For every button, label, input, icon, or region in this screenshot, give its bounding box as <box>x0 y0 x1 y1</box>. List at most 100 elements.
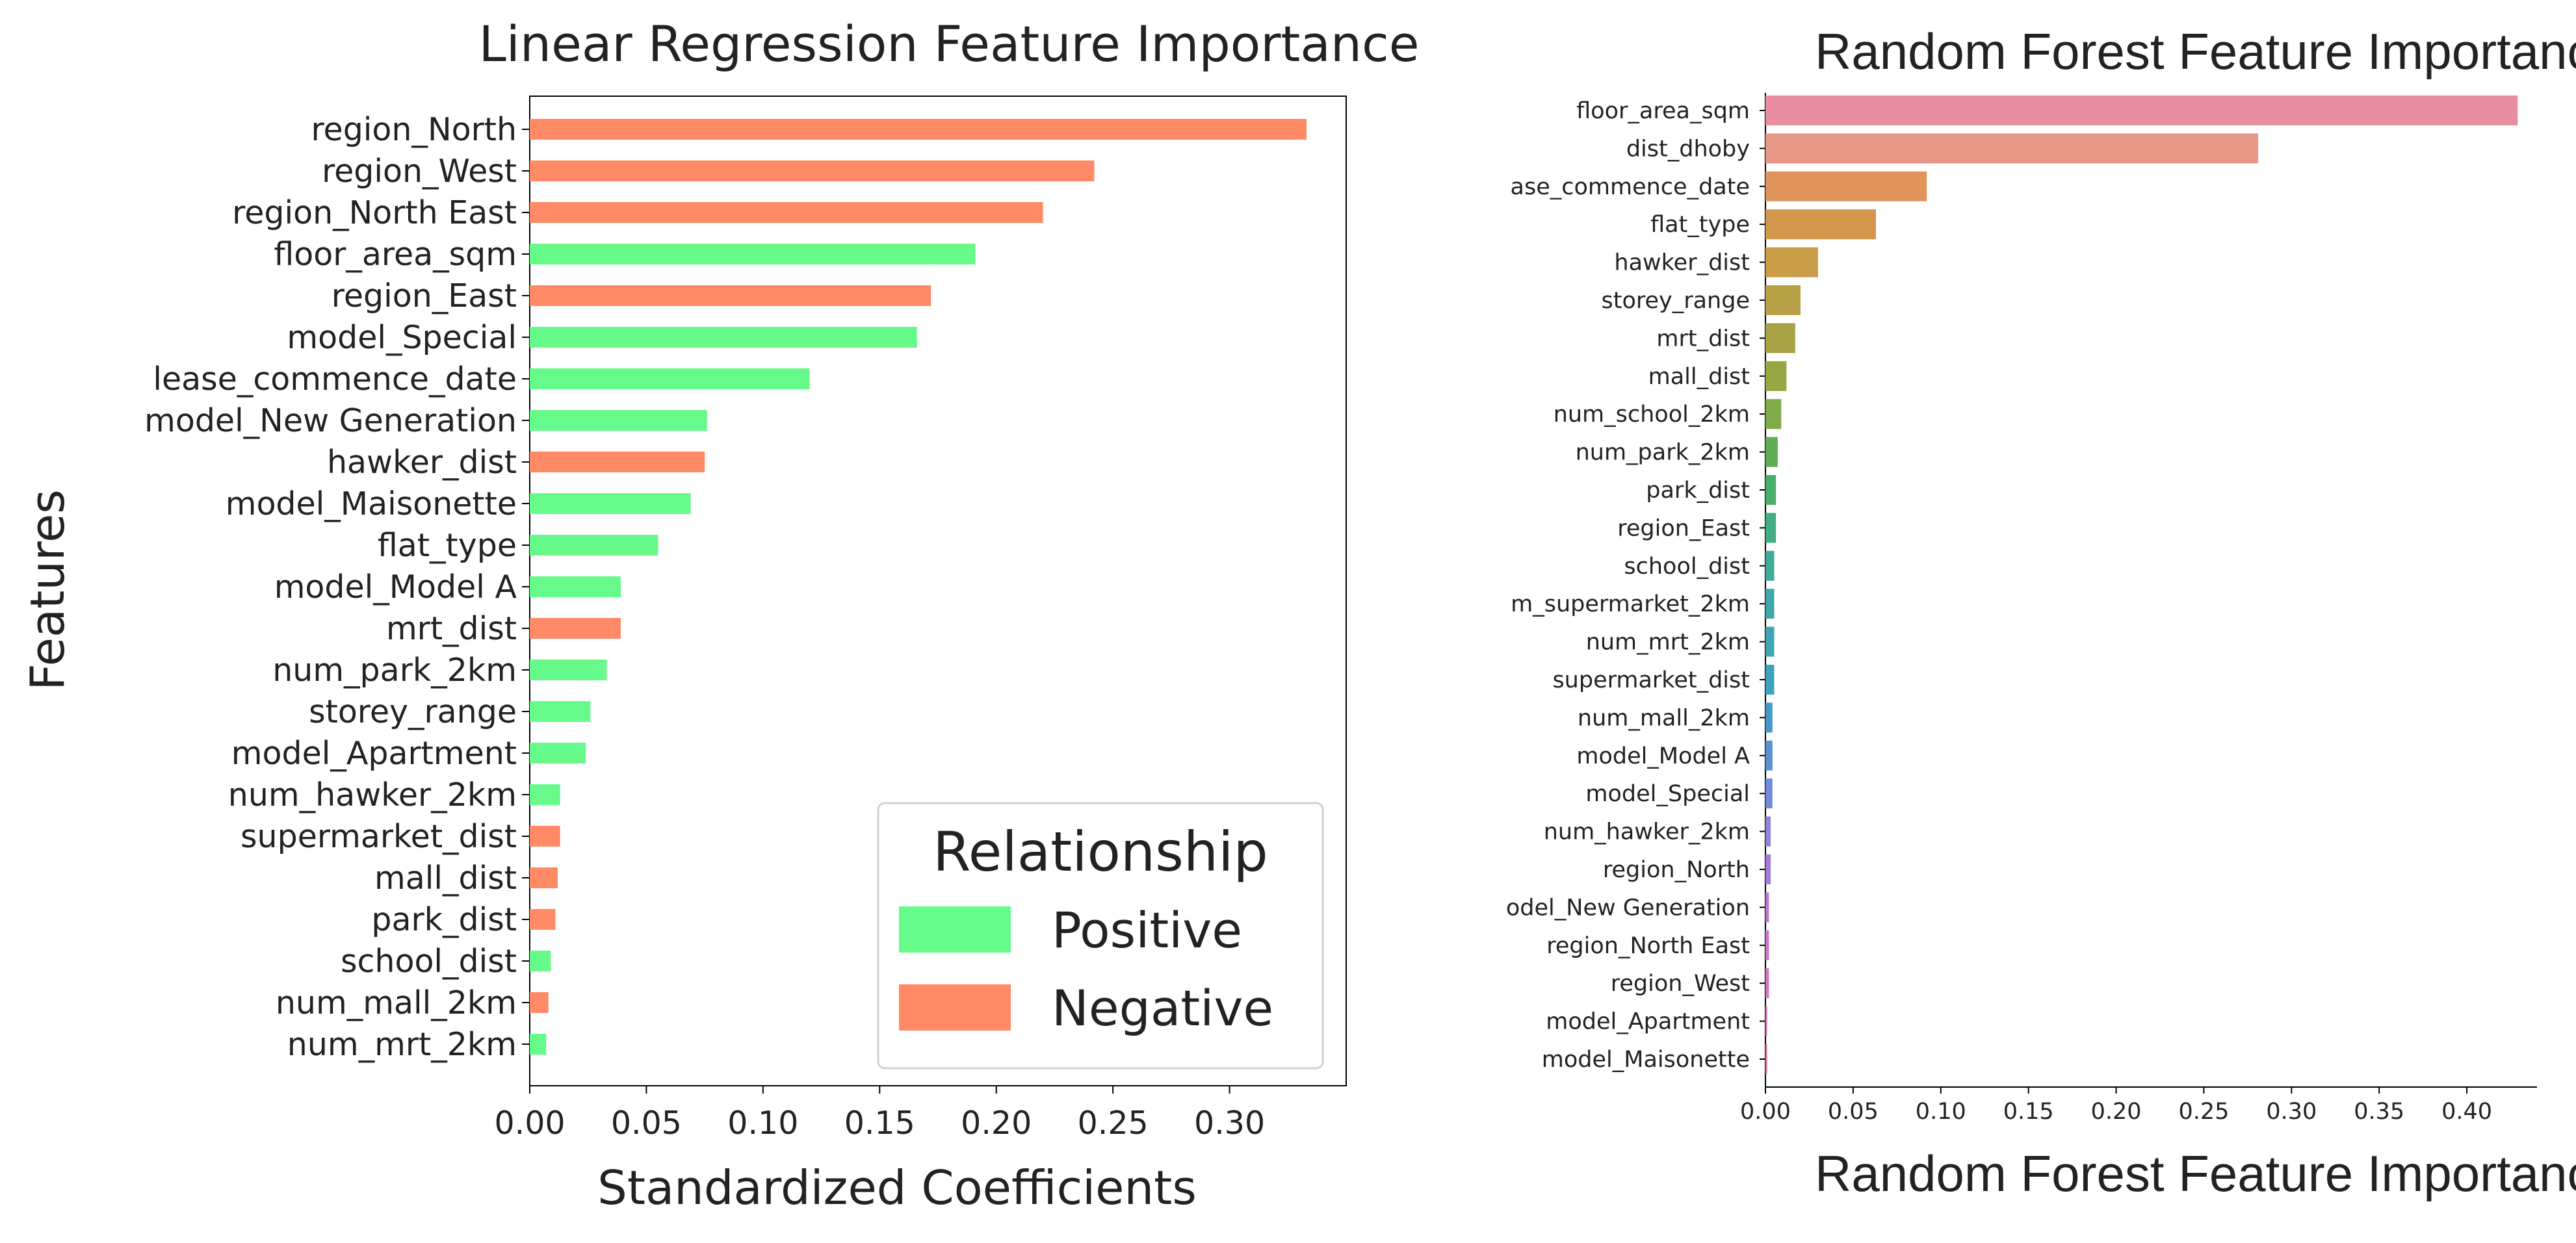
rf-category-label: mall_dist <box>1648 364 1750 390</box>
rf-category-label: ase_commence_date <box>1511 174 1750 200</box>
rf-category-label: num_school_2km <box>1554 402 1750 428</box>
rf-bar <box>1765 133 2259 164</box>
lr-bar <box>530 202 1043 223</box>
lr-bar <box>530 535 658 556</box>
lr-bar <box>530 119 1307 140</box>
lr-category-label: region_North <box>311 111 517 148</box>
rf-bar <box>1765 740 1773 771</box>
lr-category-label: model_Apartment <box>231 735 517 772</box>
lr-bar <box>530 909 556 930</box>
rf-bar <box>1765 285 1801 315</box>
lr-bar <box>530 701 591 722</box>
rf-bar <box>1765 626 1775 657</box>
lr-bar <box>530 784 560 805</box>
lr-x-tick-label: 0.00 <box>494 1105 565 1142</box>
lr-bar <box>530 743 586 763</box>
rf-category-label: model_Maisonette <box>1542 1047 1750 1073</box>
lr-bar <box>530 452 705 472</box>
rf-category-label: m_supermarket_2km <box>1511 591 1750 617</box>
rf-category-label: supermarket_dist <box>1552 667 1750 693</box>
lr-x-tick-label: 0.10 <box>727 1105 798 1142</box>
rf-bar <box>1765 930 1769 960</box>
lr-category-label: floor_area_sqm <box>274 236 517 273</box>
lr-category-label: hawker_dist <box>327 444 517 481</box>
rf-chart-title: Random Forest Feature Importance <box>1815 23 2576 80</box>
lr-category-label: model_Model A <box>274 569 517 606</box>
rf-x-tick-label: 0.35 <box>2354 1099 2404 1125</box>
rf-x-tick-label: 0.00 <box>1740 1099 1791 1125</box>
rf-x-tick-label: 0.15 <box>2003 1099 2054 1125</box>
lr-category-label: lease_commence_date <box>153 361 517 398</box>
rf-x-tick-label: 0.30 <box>2266 1099 2317 1125</box>
lr-bar <box>530 493 691 514</box>
lr-x-tick-label: 0.25 <box>1078 1105 1149 1142</box>
lr-x-axis-label: Standardized Coefficients <box>597 1160 1197 1215</box>
lr-x-tick-label: 0.15 <box>844 1105 915 1142</box>
rf-bar <box>1765 816 1771 847</box>
rf-category-label: model_Special <box>1585 781 1750 807</box>
lr-category-label: num_mrt_2km <box>287 1026 517 1063</box>
rf-category-label: park_dist <box>1646 478 1750 504</box>
rf-category-label: region_North East <box>1546 933 1750 959</box>
lr-bar <box>530 618 621 639</box>
lr-legend-label-negative: Negative <box>1052 979 1273 1037</box>
lr-legend-swatch-positive <box>899 906 1011 953</box>
rf-category-label: school_dist <box>1624 554 1750 580</box>
linear-regression-chart: Linear Regression Feature Importance reg… <box>20 15 1420 1215</box>
rf-x-tick-label: 0.25 <box>2178 1099 2229 1125</box>
lr-legend: Relationship Positive Negative <box>877 802 1324 1070</box>
rf-bar <box>1765 437 1778 467</box>
lr-category-label: mrt_dist <box>386 610 517 647</box>
lr-category-label: region_East <box>332 277 517 314</box>
lr-category-label: num_mall_2km <box>276 984 517 1021</box>
lr-bar <box>530 285 931 306</box>
rf-bar <box>1765 589 1775 619</box>
lr-category-label: num_hawker_2km <box>228 776 517 814</box>
rf-category-label: model_Apartment <box>1546 1009 1750 1035</box>
lr-bar <box>530 660 607 680</box>
lr-category-label: supermarket_dist <box>241 818 517 855</box>
rf-bar <box>1765 854 1771 884</box>
rf-x-tick-label: 0.10 <box>1916 1099 1966 1125</box>
lr-category-label: model_Special <box>287 319 517 356</box>
rf-bar <box>1765 475 1776 505</box>
rf-bar <box>1765 1006 1767 1036</box>
rf-bar <box>1765 892 1769 923</box>
lr-bar <box>530 160 1095 181</box>
rf-bar <box>1765 96 2518 125</box>
rf-category-label: storey_range <box>1601 288 1750 314</box>
lr-legend-title: Relationship <box>933 820 1268 884</box>
rf-x-tick-label: 0.40 <box>2441 1099 2492 1125</box>
rf-bar <box>1765 247 1818 277</box>
random-forest-chart: Random Forest Feature Importance floor_a… <box>1506 23 2576 1202</box>
lr-chart-title: Linear Regression Feature Importance <box>478 15 1419 73</box>
lr-bar <box>530 992 549 1013</box>
rf-x-tick-label: 0.20 <box>2091 1099 2142 1125</box>
lr-x-tick-label: 0.05 <box>611 1105 682 1142</box>
rf-bar <box>1765 778 1773 809</box>
rf-bar <box>1765 171 1927 201</box>
rf-category-label: dist_dhoby <box>1626 136 1750 162</box>
lr-category-label: region_West <box>322 153 517 190</box>
rf-category-label: odel_New Generation <box>1506 895 1750 921</box>
rf-bar <box>1765 399 1782 429</box>
lr-legend-swatch-negative <box>899 984 1011 1031</box>
lr-category-label: mall_dist <box>374 860 517 897</box>
lr-category-label: region_North East <box>232 194 517 231</box>
lr-bar <box>530 951 551 971</box>
lr-bar <box>530 410 707 431</box>
rf-category-label: model_Model A <box>1576 743 1750 769</box>
lr-x-tick-label: 0.30 <box>1194 1105 1265 1142</box>
rf-category-label: num_mall_2km <box>1578 705 1750 731</box>
rf-bar <box>1765 550 1775 581</box>
lr-bar <box>530 368 810 389</box>
rf-bar <box>1765 209 1876 240</box>
lr-bar <box>530 867 558 888</box>
rf-bar <box>1765 513 1776 543</box>
rf-bar <box>1765 968 1769 999</box>
rf-category-label: flat_type <box>1650 212 1750 238</box>
lr-bar <box>530 576 621 597</box>
lr-category-label: school_dist <box>341 943 517 980</box>
rf-category-label: num_mrt_2km <box>1586 630 1750 656</box>
